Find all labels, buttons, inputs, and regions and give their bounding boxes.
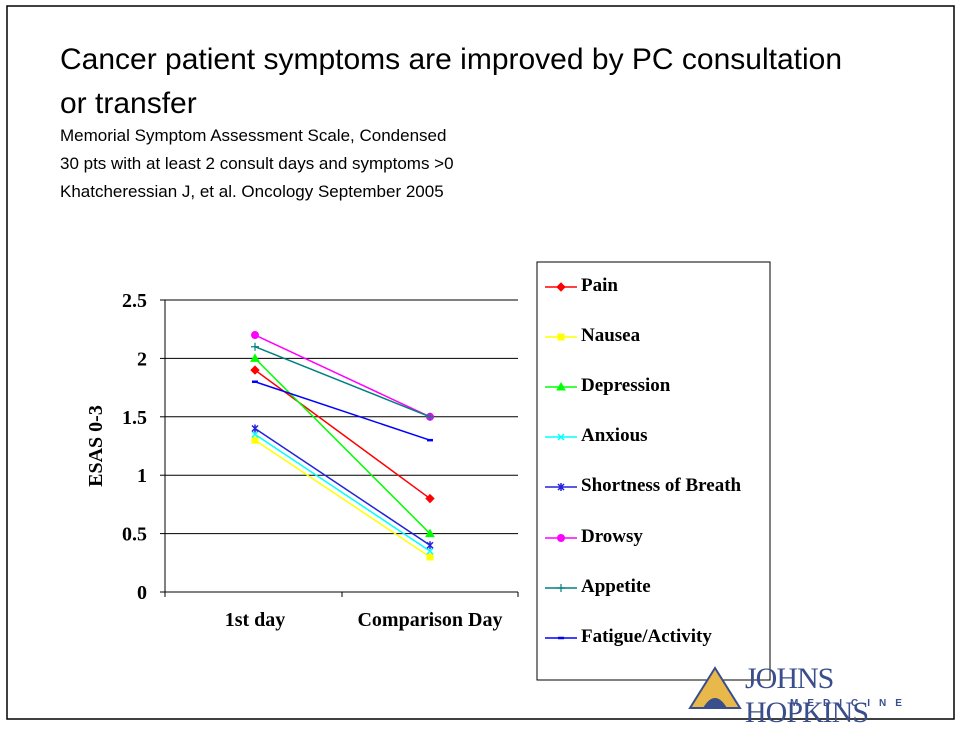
point — [426, 553, 434, 561]
legend-marker — [557, 333, 565, 341]
y-tick-label: 0.5 — [122, 524, 147, 546]
legend-box — [536, 261, 771, 681]
legend-label: Pain — [581, 275, 618, 296]
logo — [688, 666, 742, 709]
series-line — [254, 381, 431, 441]
legend-label: Drowsy — [581, 526, 643, 547]
title: Cancer patient symptoms are improved by … — [60, 43, 843, 120]
series-line — [254, 346, 431, 418]
subtitle-line: Memorial Symptom Assessment Scale, Conde… — [60, 126, 447, 145]
logo-dome-inner — [703, 698, 727, 708]
series-line — [254, 334, 431, 418]
subtitle-line: 30 pts with at least 2 consult days and … — [60, 154, 454, 173]
legend-marker — [557, 433, 565, 441]
legend-marker — [556, 282, 566, 292]
y-tick-label: 2 — [137, 348, 147, 370]
legend-label: Anxious — [581, 425, 648, 446]
legend-label: Depression — [581, 375, 671, 396]
point — [251, 331, 259, 340]
legend-marker — [557, 534, 565, 542]
x-tick-label: Comparison Day — [357, 609, 503, 631]
point — [251, 342, 259, 351]
series-line — [254, 439, 431, 558]
legend-marker — [557, 483, 565, 491]
point — [426, 547, 434, 555]
slide-border — [6, 5, 955, 720]
legend-label: Appetite — [581, 576, 651, 597]
subtitle-line: Khatcheressian J, et al. Oncology Septem… — [60, 182, 444, 201]
point — [251, 424, 259, 433]
y-tick-label: 1.5 — [122, 407, 147, 429]
series-line — [254, 427, 431, 546]
logo-unit: MEDICINE — [790, 698, 911, 709]
legend-label: Fatigue/Activity — [581, 626, 712, 647]
point — [426, 412, 434, 421]
series-line — [254, 433, 431, 552]
y-tick-label: 1 — [137, 465, 147, 487]
legend-marker — [556, 381, 566, 391]
point — [250, 353, 260, 362]
point — [425, 528, 435, 538]
series-line — [254, 369, 431, 500]
y-tick-label: 2.5 — [122, 290, 147, 312]
legend-label: Nausea — [581, 325, 641, 346]
point — [426, 541, 434, 550]
point — [250, 365, 260, 375]
legend-marker — [557, 584, 565, 592]
series-line — [254, 357, 431, 535]
point — [425, 493, 435, 504]
logo-name: JOHNS HOPKINS — [745, 662, 869, 729]
subtitle: Memorial Symptom Assessment Scale, Conde… — [60, 122, 454, 206]
x-tick-label: 1st day — [224, 609, 286, 631]
point — [251, 436, 259, 444]
y-axis-title: ESAS 0-3 — [85, 405, 107, 487]
legend-label: Shortness of Breath — [581, 475, 742, 496]
point — [251, 430, 259, 438]
y-tick-label: 0 — [137, 582, 147, 604]
